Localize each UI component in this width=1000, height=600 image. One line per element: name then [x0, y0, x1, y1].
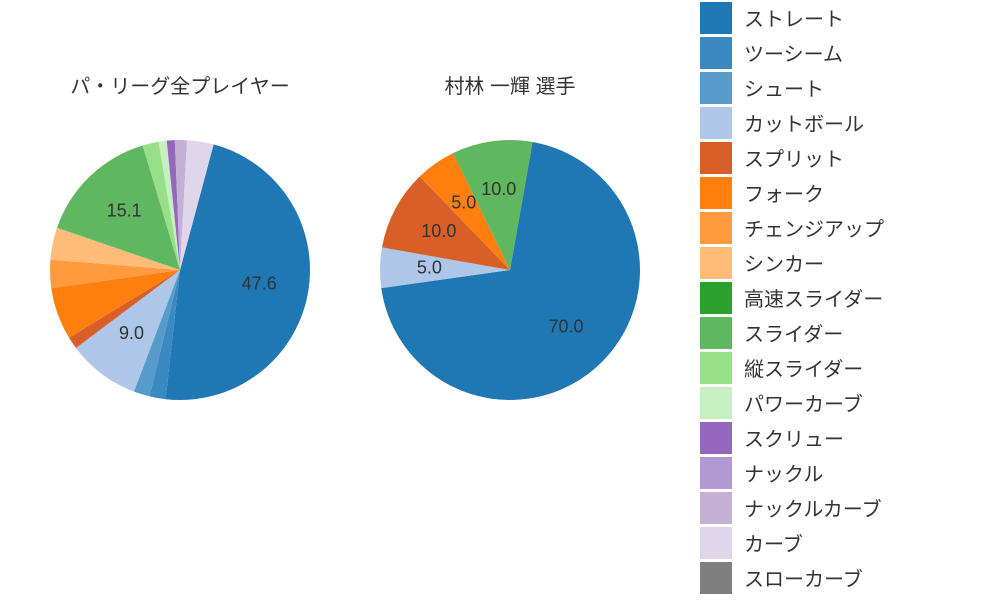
pie-slice-label: 15.1 [107, 201, 142, 221]
pie-slice-label: 9.0 [119, 323, 144, 343]
pie-chart-player: 70.05.010.05.010.0 [350, 110, 670, 430]
chart-title-player: 村林 一輝 選手 [370, 70, 650, 99]
legend-swatch [700, 72, 732, 104]
pie-slice-label: 5.0 [451, 193, 476, 213]
legend-item: ナックルカーブ [700, 490, 980, 525]
legend-item: パワーカーブ [700, 385, 980, 420]
pie-slice-label: 70.0 [548, 317, 583, 337]
legend-swatch [700, 282, 732, 314]
legend-swatch [700, 142, 732, 174]
legend-item: 縦スライダー [700, 350, 980, 385]
legend-item: フォーク [700, 175, 980, 210]
legend-label: スローカーブ [744, 563, 863, 592]
legend-swatch [700, 212, 732, 244]
legend-label: ツーシーム [744, 38, 843, 67]
legend-swatch [700, 177, 732, 209]
legend-item: カットボール [700, 105, 980, 140]
legend-item: スライダー [700, 315, 980, 350]
legend-swatch [700, 352, 732, 384]
pie-chart-league: 47.6 9.0 15.1 [20, 110, 340, 430]
legend: ストレートツーシームシュートカットボールスプリットフォークチェンジアップシンカー… [700, 0, 980, 595]
legend-label: カットボール [744, 108, 864, 137]
legend-label: シュート [744, 73, 824, 102]
legend-label: ストレート [744, 3, 844, 32]
legend-item: カーブ [700, 525, 980, 560]
legend-item: シンカー [700, 245, 980, 280]
legend-label: 高速スライダー [744, 283, 883, 312]
chart-title-league: パ・リーグ全プレイヤー [40, 70, 320, 99]
legend-swatch [700, 317, 732, 349]
legend-swatch [700, 107, 732, 139]
legend-item: スローカーブ [700, 560, 980, 595]
legend-label: ナックル [744, 458, 823, 487]
legend-label: チェンジアップ [744, 213, 884, 242]
legend-swatch [700, 247, 732, 279]
legend-swatch [700, 562, 732, 594]
legend-swatch [700, 37, 732, 69]
legend-item: ツーシーム [700, 35, 980, 70]
legend-label: スプリット [744, 143, 844, 172]
legend-swatch [700, 527, 732, 559]
legend-swatch [700, 422, 732, 454]
legend-swatch [700, 2, 732, 34]
pie-slice-label: 47.6 [242, 274, 277, 294]
legend-swatch [700, 457, 732, 489]
chart-container: パ・リーグ全プレイヤー 47.6 9.0 15.1 村林 一輝 選手 70.0 5.0… [0, 0, 1000, 600]
legend-item: スクリュー [700, 420, 980, 455]
legend-label: 縦スライダー [744, 353, 863, 382]
legend-item: スプリット [700, 140, 980, 175]
legend-label: ナックルカーブ [744, 493, 882, 522]
legend-label: パワーカーブ [744, 388, 863, 417]
legend-swatch [700, 387, 732, 419]
legend-item: ストレート [700, 0, 980, 35]
legend-item: シュート [700, 70, 980, 105]
legend-item: チェンジアップ [700, 210, 980, 245]
legend-label: スクリュー [744, 423, 844, 452]
pie-slice-label: 10.0 [421, 221, 456, 241]
legend-swatch [700, 492, 732, 524]
legend-label: フォーク [744, 178, 824, 207]
legend-label: シンカー [744, 248, 824, 277]
legend-item: 高速スライダー [700, 280, 980, 315]
pie-slice-label: 10.0 [481, 179, 516, 199]
pie-slice-label: 5.0 [417, 257, 442, 277]
legend-label: スライダー [744, 318, 843, 347]
legend-item: ナックル [700, 455, 980, 490]
legend-label: カーブ [744, 528, 803, 557]
